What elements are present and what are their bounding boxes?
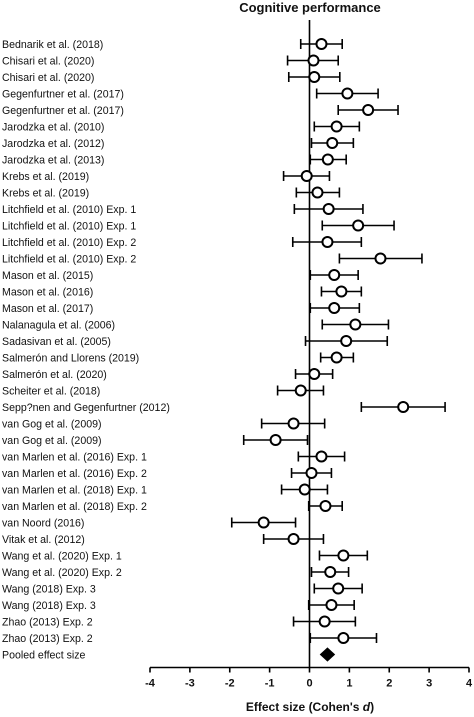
- effect-point: [307, 54, 320, 67]
- study-label: Krebs et al. (2019): [2, 188, 89, 200]
- effect-point: [300, 170, 313, 182]
- study-label: Nalanagula et al. (2006): [2, 320, 115, 332]
- study-label: Vitak et al. (2012): [2, 534, 85, 546]
- study-label: Litchfield et al. (2010) Exp. 1: [2, 221, 136, 233]
- effect-point: [340, 335, 353, 347]
- effect-point: [315, 450, 328, 463]
- effect-point: [321, 236, 334, 248]
- study-label: Gegenfurtner et al. (2017): [2, 105, 124, 117]
- study-label: Litchfield et al. (2010) Exp. 2: [2, 254, 136, 266]
- effect-point: [328, 269, 341, 281]
- study-label: Jarodzka et al. (2010): [2, 122, 104, 134]
- effect-point: [298, 483, 311, 496]
- study-labels: Bednarik et al. (2018) Chisari et al. (20…: [2, 39, 170, 662]
- study-effects: [230, 38, 446, 662]
- effect-point: [308, 71, 321, 83]
- effect-point: [257, 516, 270, 529]
- study-label: Salmerón et al. (2020): [2, 369, 107, 381]
- effect-point: [326, 137, 339, 149]
- effect-point: [287, 417, 300, 430]
- x-tick-label: -2: [225, 678, 235, 690]
- x-axis-label: Effect size (Cohen's d): [246, 700, 374, 714]
- effect-point: [324, 566, 337, 578]
- effect-point: [311, 186, 324, 199]
- x-tick-label: -4: [145, 678, 156, 690]
- study-label: Jarodzka et al. (2012): [2, 138, 104, 150]
- effect-point: [325, 599, 338, 611]
- study-label: Jarodzka et al. (2013): [2, 155, 104, 167]
- x-tick-label: -3: [185, 678, 195, 690]
- study-label: Gegenfurtner et al. (2017): [2, 89, 124, 101]
- effect-point: [315, 38, 328, 50]
- effect-point: [322, 203, 335, 215]
- x-tick-label: 4: [466, 678, 473, 690]
- study-label: Litchfield et al. (2010) Exp. 2: [2, 237, 136, 249]
- effect-point: [330, 120, 343, 133]
- study-label: Zhao (2013) Exp. 2: [2, 633, 93, 645]
- effect-point: [332, 582, 345, 595]
- study-label: Chisari et al. (2020): [2, 56, 94, 68]
- study-label: van Noord (2016): [2, 518, 84, 530]
- x-tick-label: 0: [306, 678, 312, 690]
- study-label: Salmerón and Llorens (2019): [2, 353, 139, 365]
- study-label: Mason et al. (2017): [2, 303, 93, 315]
- effect-point: [341, 87, 354, 100]
- study-label: Wang et al. (2020) Exp. 1: [2, 551, 122, 563]
- study-label: Chisari et al. (2020): [2, 72, 94, 84]
- effect-point: [287, 533, 300, 545]
- effect-point: [352, 219, 365, 232]
- effect-point: [337, 632, 350, 644]
- effect-point: [308, 368, 321, 380]
- study-label: Zhao (2013) Exp. 2: [2, 617, 93, 629]
- study-label: Bednarik et al. (2018): [2, 39, 103, 51]
- study-label: Scheiter et al. (2018): [2, 386, 100, 398]
- study-label: Litchfield et al. (2010) Exp. 1: [2, 204, 136, 216]
- effect-point: [319, 500, 332, 512]
- effect-point: [318, 615, 331, 628]
- study-label: van Gog et al. (2009): [2, 435, 102, 447]
- study-label: Wang et al. (2020) Exp. 2: [2, 567, 122, 579]
- study-label: van Marlen et al. (2016) Exp. 1: [2, 452, 147, 464]
- effect-point: [321, 153, 334, 166]
- study-label: van Gog et al. (2009): [2, 419, 102, 431]
- effect-point: [362, 104, 375, 116]
- pooled-diamond: [319, 647, 336, 662]
- study-label: van Marlen et al. (2018) Exp. 1: [2, 485, 147, 497]
- effect-point: [305, 467, 318, 479]
- effect-point: [335, 285, 348, 298]
- study-label: van Marlen et al. (2018) Exp. 2: [2, 501, 147, 513]
- study-label: Sadasivan et al. (2005): [2, 336, 111, 348]
- effect-point: [294, 384, 307, 397]
- x-tick-label: 2: [386, 678, 392, 690]
- chart-title: Cognitive performance: [239, 0, 381, 15]
- study-label: van Marlen et al. (2016) Exp. 2: [2, 468, 147, 480]
- pooled-label: Pooled effect size: [2, 650, 86, 662]
- study-label: Mason et al. (2016): [2, 287, 93, 299]
- effect-point: [349, 318, 362, 331]
- x-tick-label: 3: [426, 678, 432, 690]
- study-label: Krebs et al. (2019): [2, 171, 89, 183]
- effect-point: [337, 549, 350, 562]
- effect-point: [397, 401, 410, 413]
- effect-point: [269, 434, 282, 446]
- x-axis: -4 -3 -2 -1 0 1 2 3 4: [145, 666, 473, 690]
- x-tick-label: 1: [346, 678, 352, 690]
- effect-point: [374, 252, 387, 265]
- study-label: Sepp?nen and Gegenfurtner (2012): [2, 402, 170, 414]
- x-tick-label: -1: [265, 678, 275, 690]
- effect-point: [330, 351, 343, 364]
- effect-point: [328, 302, 341, 314]
- study-label: Wang (2018) Exp. 3: [2, 600, 96, 612]
- study-label: Wang (2018) Exp. 3: [2, 584, 96, 596]
- study-label: Mason et al. (2015): [2, 270, 93, 282]
